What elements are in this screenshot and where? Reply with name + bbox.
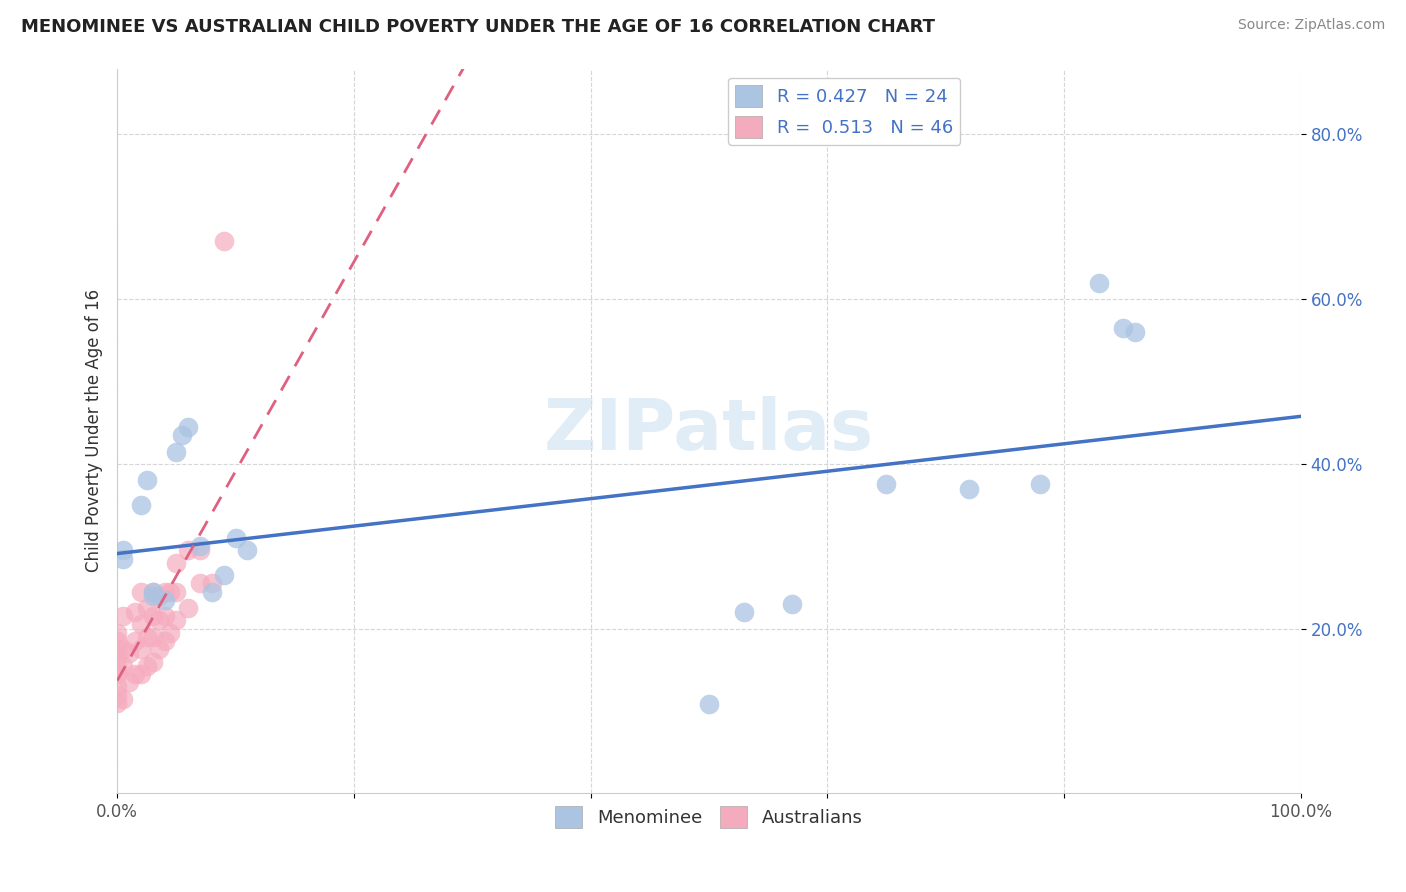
Point (201, 584, 224, 599)
Point (124, 667, 146, 681)
Point (153, 609, 176, 624)
Point (129, 584, 152, 599)
Legend: Menominee, Australians: Menominee, Australians (548, 798, 870, 835)
Point (153, 584, 176, 599)
Point (129, 667, 152, 681)
Text: MENOMINEE VS AUSTRALIAN CHILD POVERTY UNDER THE AGE OF 16 CORRELATION CHART: MENOMINEE VS AUSTRALIAN CHILD POVERTY UN… (21, 18, 935, 36)
Point (159, 584, 181, 599)
Point (188, 576, 211, 591)
Point (142, 584, 165, 599)
Point (148, 589, 170, 603)
Point (733, 605, 755, 619)
Point (153, 634, 176, 648)
Point (1029, 477, 1052, 491)
Text: Source: ZipAtlas.com: Source: ZipAtlas.com (1237, 18, 1385, 32)
Point (135, 474, 157, 488)
Point (105, 650, 128, 665)
Point (212, 235, 235, 249)
Point (105, 696, 128, 710)
Point (135, 601, 157, 615)
Point (105, 642, 128, 657)
Point (1088, 276, 1111, 290)
Point (201, 576, 224, 591)
Point (148, 613, 170, 627)
Point (105, 634, 128, 648)
Point (105, 679, 128, 693)
Text: ZIPatlas: ZIPatlas (544, 396, 875, 466)
Point (1112, 321, 1135, 335)
Point (124, 605, 146, 619)
Point (129, 642, 152, 657)
Point (177, 419, 200, 434)
Point (165, 613, 187, 627)
Point (105, 658, 128, 673)
Point (142, 630, 165, 644)
Point (105, 625, 128, 640)
Point (1123, 325, 1146, 339)
Point (177, 543, 200, 558)
Point (212, 568, 235, 582)
Point (112, 658, 135, 673)
Point (957, 482, 980, 496)
Point (172, 428, 194, 442)
Point (135, 630, 157, 644)
Point (112, 543, 135, 558)
Point (177, 601, 200, 615)
Point (124, 634, 146, 648)
Point (165, 584, 187, 599)
Point (188, 539, 211, 553)
Point (188, 543, 211, 558)
Point (142, 589, 165, 603)
Point (118, 646, 141, 660)
Point (112, 691, 135, 706)
Point (236, 543, 259, 558)
Point (112, 642, 135, 657)
Point (142, 609, 165, 624)
Y-axis label: Child Poverty Under the Age of 16: Child Poverty Under the Age of 16 (86, 289, 103, 573)
Point (129, 617, 152, 632)
Point (105, 688, 128, 702)
Point (118, 675, 141, 690)
Point (780, 597, 803, 611)
Point (112, 609, 135, 624)
Point (159, 625, 181, 640)
Point (142, 655, 165, 669)
Point (165, 444, 187, 458)
Point (105, 667, 128, 681)
Point (153, 592, 176, 607)
Point (135, 658, 157, 673)
Point (129, 498, 152, 512)
Point (142, 584, 165, 599)
Point (875, 477, 897, 491)
Point (225, 531, 247, 545)
Point (697, 698, 720, 712)
Point (112, 551, 135, 566)
Point (148, 642, 170, 657)
Point (165, 556, 187, 570)
